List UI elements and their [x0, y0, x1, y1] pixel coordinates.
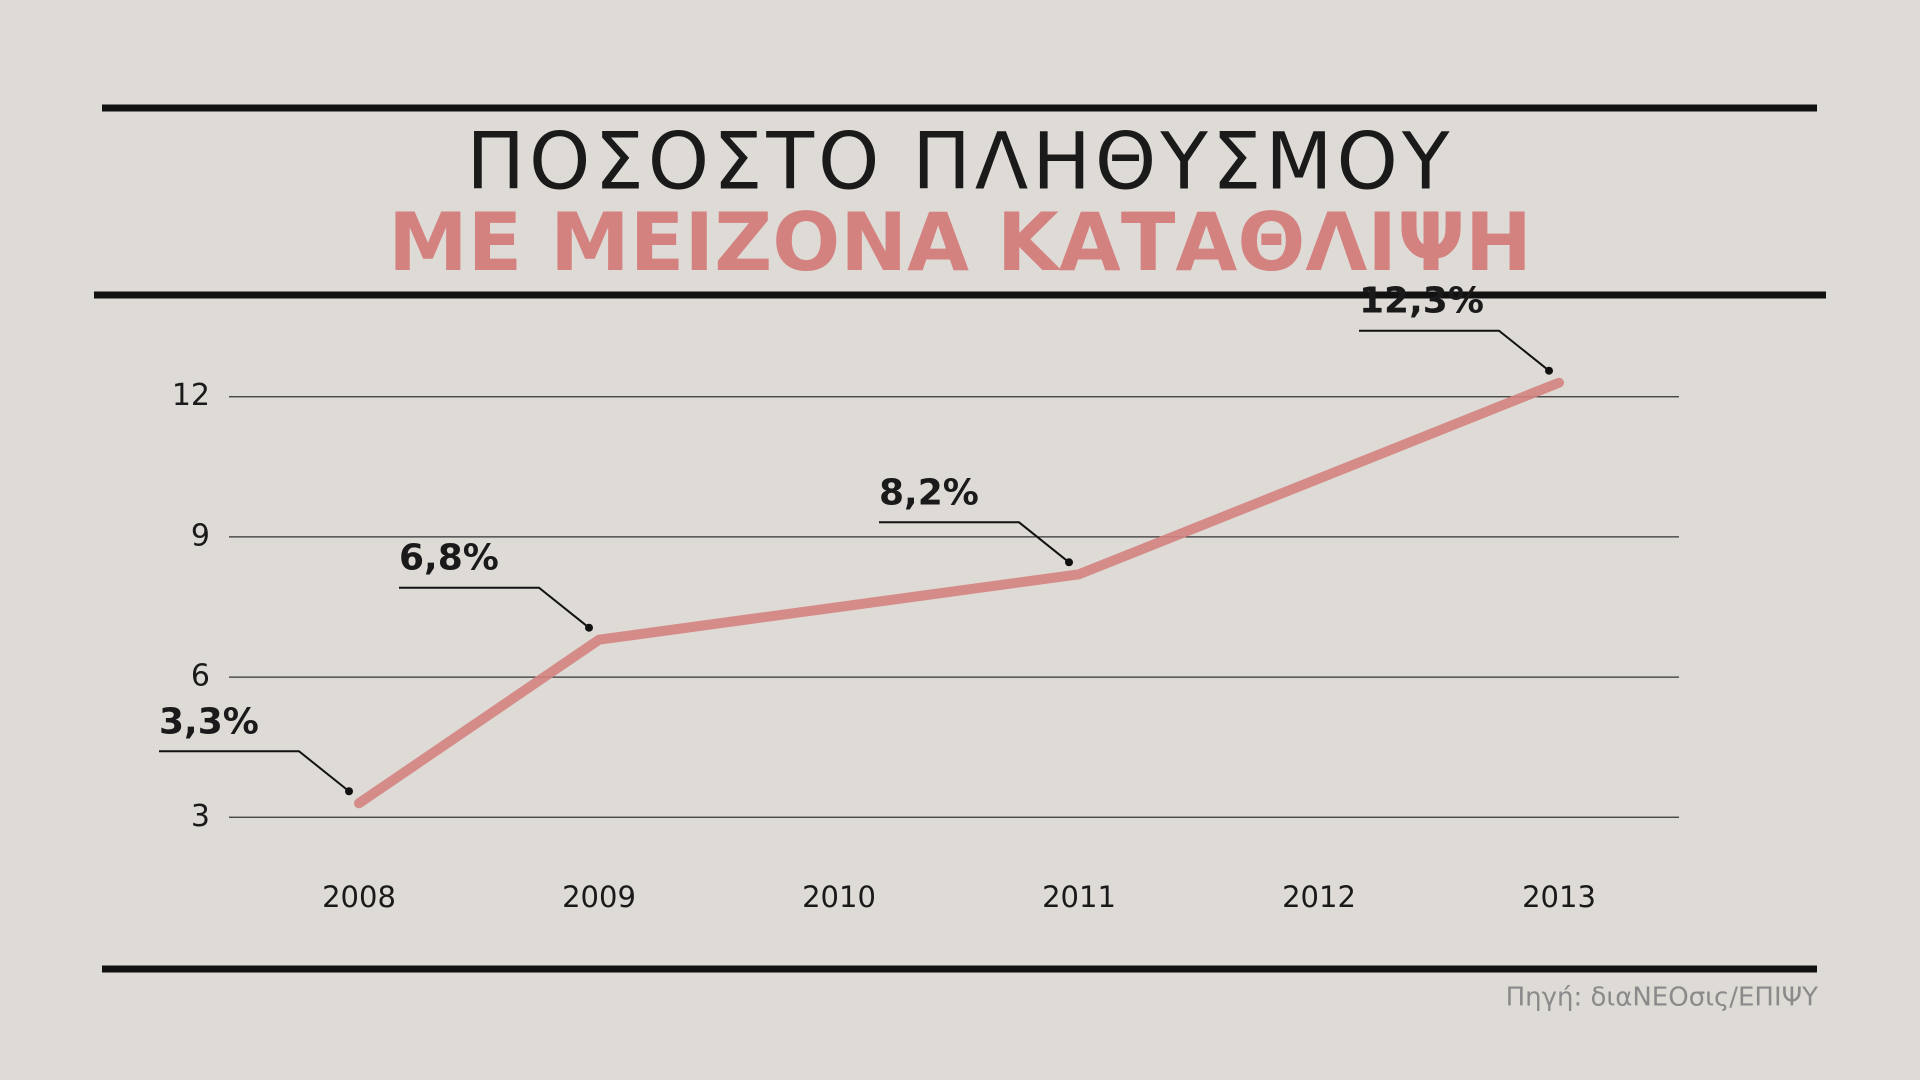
data-line — [354, 377, 1564, 809]
x-tick-label: 2009 — [562, 880, 636, 914]
leader-dot — [1545, 366, 1553, 375]
leader-dot — [1065, 558, 1073, 567]
leader-dot — [345, 787, 353, 796]
source: Πηγή: διαΝΕΟσις/ΕΠΙΨΥ — [1506, 983, 1819, 1013]
x-tick-label: 2011 — [1042, 880, 1116, 914]
data-label: 3,3% — [159, 701, 259, 742]
leader-line — [879, 521, 1070, 564]
leader-line — [159, 750, 350, 793]
leader-line — [399, 586, 590, 629]
x-tick-label: 2012 — [1282, 880, 1356, 914]
x-tick-label: 2013 — [1522, 880, 1596, 914]
data-label: 6,8% — [399, 538, 499, 579]
x-tick-label: 2010 — [802, 880, 876, 914]
chart-title: ΠΟΣΟΣΤΟ ΠΛΗΘΥΣΜΟΥ — [466, 117, 1453, 207]
data-label: 8,2% — [879, 472, 979, 513]
leader-line — [1359, 329, 1550, 372]
chart-subtitle: ΜΕ ΜΕΙΖΟΝΑ ΚΑΤΑΘΛΙΨΗ — [388, 196, 1532, 289]
data-label: 12,3% — [1359, 281, 1484, 322]
y-tick-label: 9 — [191, 518, 210, 553]
y-tick-label: 3 — [191, 799, 210, 834]
x-tick-label: 2008 — [322, 880, 396, 914]
leader-dot — [585, 623, 593, 632]
y-tick-label: 12 — [172, 378, 210, 413]
y-tick-label: 6 — [191, 659, 210, 694]
